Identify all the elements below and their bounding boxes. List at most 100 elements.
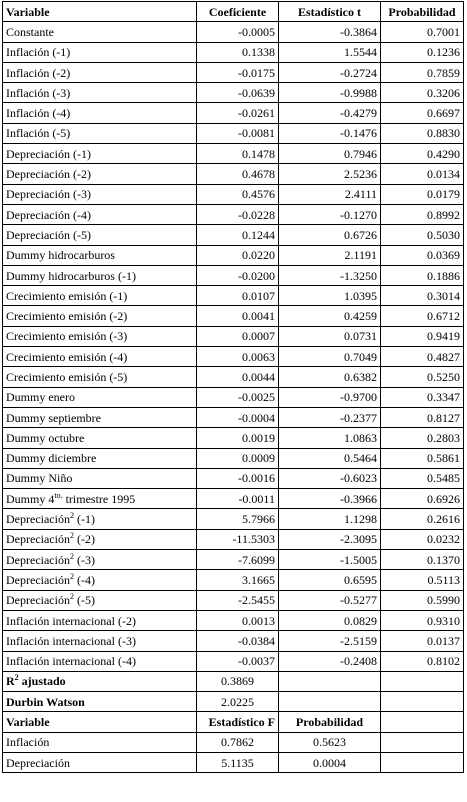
- variable-label-suffix: trimestre 1995: [62, 491, 136, 506]
- probabilidad-cell: 0.4827: [380, 346, 464, 368]
- ftest-row: Inflación 0.7862 0.5623: [2, 731, 464, 753]
- variable-label-superscript: 2: [69, 571, 74, 581]
- probabilidad-cell: 0.5030: [380, 224, 464, 246]
- estadistico-t-cell: -2.5159: [278, 630, 381, 652]
- estadistico-t-cell: -0.9988: [278, 82, 381, 104]
- coeficiente-cell: -0.0261: [196, 102, 279, 124]
- table-row: Depreciación (-2) 0.4678 2.5236 0.0134: [2, 163, 464, 185]
- variable-label: Depreciación (-3): [6, 187, 91, 202]
- stat-value-cell: 2.0225: [196, 691, 279, 713]
- variable-label: Dummy enero: [6, 390, 75, 405]
- probabilidad-cell: 0.8830: [380, 122, 464, 145]
- variable-label: Inflación (-1): [6, 45, 71, 60]
- variable-label-superscript: to.: [54, 490, 63, 500]
- empty-cell: [380, 711, 464, 733]
- probabilidad-cell: 0.3347: [380, 386, 464, 408]
- ftest-header-row: Variable Estadístico F Probabilidad: [2, 711, 464, 733]
- empty-cell: [278, 691, 381, 713]
- variable-cell: Durbin Watson: [2, 691, 197, 713]
- probabilidad-cell: 0.9419: [380, 325, 464, 348]
- stat-value-cell: 0.3869: [196, 670, 279, 693]
- variable-label: Dummy Niño: [6, 471, 73, 486]
- coeficiente-cell: -7.6099: [196, 549, 279, 571]
- probabilidad-cell: 0.1886: [380, 264, 464, 287]
- probabilidad-cell: 0.5990: [380, 589, 464, 611]
- variable-label: Dummy 4: [6, 491, 55, 506]
- probabilidad-cell: 0.7859: [380, 61, 464, 84]
- variable-label: Dummy diciembre: [6, 451, 97, 466]
- probabilidad-cell: 0.0134: [380, 163, 464, 185]
- probabilidad-cell: 0.8127: [380, 406, 464, 429]
- estadistico-t-cell: 0.7946: [278, 143, 381, 165]
- table-row: Inflación (-2) -0.0175 -0.2724 0.7859: [2, 61, 464, 84]
- variable-cell: Depreciación (-5): [2, 224, 197, 246]
- coeficiente-cell: 0.0107: [196, 285, 279, 307]
- estadistico-t-cell: -2.3095: [278, 528, 381, 551]
- variable-label: Constante: [6, 24, 54, 39]
- estadistico-t-cell: 1.0863: [278, 427, 381, 449]
- variable-cell: Dummy septiembre: [2, 406, 197, 429]
- variable-cell: Depreciación2 (-1): [2, 508, 197, 530]
- table-row: Dummy 4to. trimestre 1995 -0.0011 -0.3966 0…: [2, 488, 464, 510]
- coeficiente-cell: 0.1244: [196, 224, 279, 246]
- probabilidad-cell: 0.5250: [380, 366, 464, 388]
- estadistico-t-cell: 0.6382: [278, 366, 381, 388]
- table-row: Depreciación2 (-3) -7.6099 -1.5005 0.1370: [2, 549, 464, 571]
- estadistico-t-cell: -0.2408: [278, 650, 381, 672]
- variable-label: Dummy hidrocarburos (-1): [6, 268, 136, 283]
- coeficiente-cell: -0.0004: [196, 406, 279, 429]
- variable-label: Crecimiento emisión (-2): [6, 309, 128, 324]
- ftest-header-estadistico-f: Estadístico F: [196, 711, 279, 733]
- estadistico-t-cell: -0.6023: [278, 467, 381, 490]
- table-row: Dummy diciembre 0.0009 0.5464 0.5861: [2, 447, 464, 469]
- variable-cell: Depreciación2 (-2): [2, 528, 197, 551]
- variable-cell: Inflación internacional (-3): [2, 630, 197, 652]
- coeficiente-cell: -0.0175: [196, 61, 279, 84]
- variable-label: Depreciación: [6, 552, 70, 567]
- table-row: Crecimiento emisión (-2) 0.0041 0.4259 0.67…: [2, 305, 464, 327]
- variable-cell: Inflación (-5): [2, 122, 197, 145]
- estadistico-t-cell: 0.0731: [278, 325, 381, 348]
- coeficiente-cell: -0.0228: [196, 203, 279, 226]
- variable-cell: Inflación (-2): [2, 61, 197, 84]
- table-row: Depreciación (-5) 0.1244 0.6726 0.5030: [2, 224, 464, 246]
- variable-cell: Inflación internacional (-4): [2, 650, 197, 672]
- regression-table-body: Variable Coeficiente Estadístico t Proba…: [2, 0, 464, 774]
- variable-cell: Dummy enero: [2, 386, 197, 408]
- table-row: Dummy hidrocarburos (-1) -0.0200 -1.3250 0.…: [2, 264, 464, 287]
- probabilidad-cell: 0.8992: [380, 203, 464, 226]
- ftest-header-probabilidad: Probabilidad: [278, 711, 381, 733]
- estadistico-t-cell: -0.4279: [278, 102, 381, 124]
- probabilidad-cell: 0.1236: [380, 41, 464, 63]
- coeficiente-cell: 0.0044: [196, 366, 279, 388]
- probabilidad-cell: 0.3014: [380, 285, 464, 307]
- variable-label: Depreciación: [6, 572, 70, 587]
- coeficiente-cell: 0.0063: [196, 346, 279, 368]
- probabilidad-cell: 0.2803: [380, 427, 464, 449]
- variable-label: Inflación internacional (-3): [6, 633, 136, 648]
- probabilidad-cell: 0.4290: [380, 143, 464, 165]
- table-row: Dummy Niño -0.0016 -0.6023 0.5485: [2, 467, 464, 490]
- variable-label-suffix: (-3): [73, 552, 95, 567]
- coeficiente-cell: -0.0011: [196, 488, 279, 510]
- variable-cell: R2 ajustado: [2, 670, 197, 693]
- coeficiente-cell: -0.0384: [196, 630, 279, 652]
- estadistico-t-cell: -0.2377: [278, 406, 381, 429]
- coeficiente-cell: -0.0081: [196, 122, 279, 145]
- estadistico-t-cell: -1.3250: [278, 264, 381, 287]
- coeficiente-cell: 5.7966: [196, 508, 279, 530]
- variable-label: Dummy septiembre: [6, 410, 101, 425]
- variable-label-suffix: (-4): [73, 572, 95, 587]
- estadistico-t-cell: -1.5005: [278, 549, 381, 571]
- estadistico-t-cell: 0.6726: [278, 224, 381, 246]
- table-row: Crecimiento emisión (-5) 0.0044 0.6382 0.52…: [2, 366, 464, 388]
- table-row: Depreciación2 (-4) 3.1665 0.6595 0.5113: [2, 569, 464, 591]
- empty-cell: [380, 751, 464, 774]
- empty-cell: [278, 670, 381, 693]
- coeficiente-cell: -2.5455: [196, 589, 279, 611]
- variable-label-suffix: ajustado: [18, 674, 66, 689]
- probabilidad-cell: 0.9310: [380, 609, 464, 632]
- header-coeficiente: Coeficiente: [196, 0, 279, 23]
- variable-label: Depreciación (-4): [6, 207, 91, 222]
- ftest-probabilidad-cell: 0.5623: [278, 731, 381, 753]
